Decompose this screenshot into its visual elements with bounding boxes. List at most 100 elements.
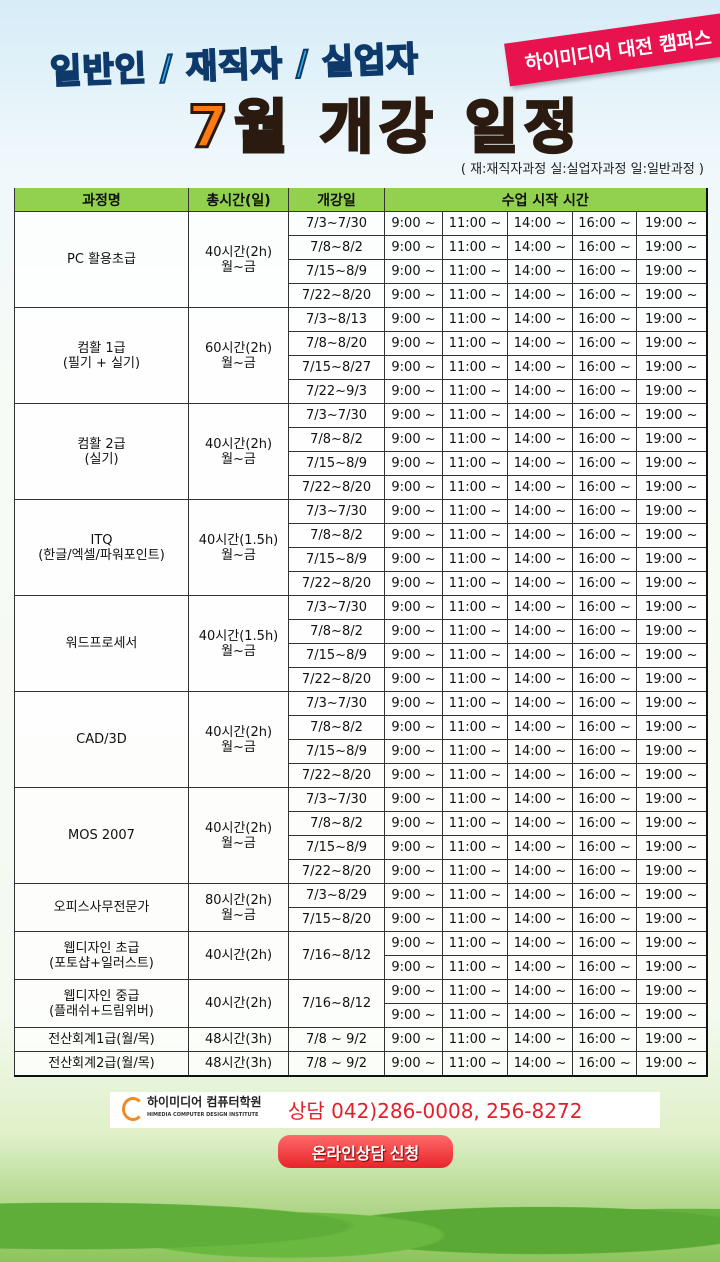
class-time-cell: 9:00 ~ xyxy=(384,739,443,764)
class-time-cell: 9:00 ~ xyxy=(384,643,443,668)
table-row: MOS 2007 40시간(2h) 월~금 7/3~7/30 9:00 ~11:00 ~… xyxy=(14,787,708,884)
schedule-body: PC 활용초급 40시간(2h) 월~금 7/3~7/30 9:00 ~11:00 ~1… xyxy=(14,211,708,1077)
class-time-cell: 9:00 ~ xyxy=(384,595,443,620)
start-date-cell: 7/15~8/9 xyxy=(288,643,385,668)
page-title: 7월 개강 일정 xyxy=(187,92,584,163)
online-consult-button[interactable]: 온라인상담 신청 xyxy=(278,1135,453,1168)
class-time-cell: 11:00 ~ xyxy=(442,571,508,596)
course-hours-cell: 40시간(2h) xyxy=(188,979,289,1028)
table-row: 7/8~8/2 9:00 ~11:00 ~14:00 ~16:00 ~19:00 … xyxy=(15,235,708,260)
class-time-cell: 16:00 ~ xyxy=(572,715,637,740)
table-row: 7/15~8/9 9:00 ~11:00 ~14:00 ~16:00 ~19:00… xyxy=(15,739,708,764)
class-time-cell: 14:00 ~ xyxy=(507,835,573,860)
course-hours-line: 40시간(2h) xyxy=(204,244,273,260)
class-time-cell: 11:00 ~ xyxy=(442,523,508,548)
campus-ribbon: 하이미디어 대전 캠퍼스 xyxy=(504,12,720,87)
table-header-row: 과정명 총시간(일) 개강일 수업 시작 시간 xyxy=(14,188,707,212)
course-hours-line: 월~금 xyxy=(221,259,256,275)
class-time-cell: 11:00 ~ xyxy=(442,811,508,836)
class-time-cell: 14:00 ~ xyxy=(507,1027,573,1052)
class-time-cell: 9:00 ~ xyxy=(384,763,443,788)
class-time-cell: 19:00 ~ xyxy=(635,427,708,452)
class-time-cell: 14:00 ~ xyxy=(507,547,573,572)
class-time-cell: 11:00 ~ xyxy=(442,379,508,404)
consult-phone: 상담 042)286-0008, 256-8272 xyxy=(288,1099,583,1123)
header-start-date: 개강일 xyxy=(288,188,385,212)
class-time-cell: 11:00 ~ xyxy=(442,403,508,428)
class-time-cell: 16:00 ~ xyxy=(572,307,637,332)
class-time-cell: 19:00 ~ xyxy=(635,379,708,404)
start-date-cell: 7/8~8/2 xyxy=(288,523,385,548)
course-name-cell: 워드프로세서 xyxy=(14,595,189,692)
course-name-line: 컴활 2급 xyxy=(77,436,126,452)
class-time-cell: 14:00 ~ xyxy=(507,667,573,692)
course-hours-line: 월~금 xyxy=(221,739,256,755)
course-name-line: (포토샵+일러스트) xyxy=(49,955,154,971)
start-date-cell: 7/15~8/9 xyxy=(288,547,385,572)
class-time-cell: 9:00 ~ xyxy=(384,787,443,812)
class-time-cell: 9:00 ~ xyxy=(384,931,443,956)
course-hours-cell: 60시간(2h) 월~금 xyxy=(188,307,289,404)
class-time-cell: 11:00 ~ xyxy=(442,835,508,860)
class-time-cell: 19:00 ~ xyxy=(635,835,708,860)
course-hours-line: 월~금 xyxy=(221,907,256,923)
table-row: ITQ (한글/엑셀/파워포인트) 40시간(1.5h) 월~금 7/3~7/30 9:0… xyxy=(14,499,708,596)
class-time-cell: 9:00 ~ xyxy=(384,403,443,428)
table-row: 웹디자인 초급 (포토샵+일러스트) 40시간(2h) 7/16~8/12 9:00 ~… xyxy=(14,931,708,980)
course-name-line: (실기) xyxy=(84,451,119,467)
course-hours-cell: 40시간(2h) 월~금 xyxy=(188,211,289,308)
class-time-cell: 16:00 ~ xyxy=(572,355,637,380)
class-time-cell: 14:00 ~ xyxy=(507,619,573,644)
course-name-line: (한글/엑셀/파워포인트) xyxy=(38,547,165,563)
class-time-cell: 16:00 ~ xyxy=(572,1027,637,1052)
start-date-cell: 7/3~8/13 xyxy=(288,307,385,332)
class-time-cell: 14:00 ~ xyxy=(507,427,573,452)
class-time-cell: 11:00 ~ xyxy=(442,1051,508,1077)
course-hours-line: 월~금 xyxy=(221,451,256,467)
class-time-cell: 19:00 ~ xyxy=(635,763,708,788)
course-name-cell: MOS 2007 xyxy=(14,787,189,884)
table-row: 7/15~8/9 9:00 ~11:00 ~14:00 ~16:00 ~19:00… xyxy=(15,643,708,668)
class-time-cell: 9:00 ~ xyxy=(384,235,443,260)
class-time-cell: 9:00 ~ xyxy=(384,1051,443,1077)
table-row: 9:00 ~11:00 ~14:00 ~16:00 ~19:00 ~ xyxy=(15,955,708,980)
class-time-cell: 11:00 ~ xyxy=(442,499,508,524)
course-name-line: CAD/3D xyxy=(76,732,127,747)
course-name-line: (필기 + 실기) xyxy=(62,355,141,371)
class-time-cell: 19:00 ~ xyxy=(635,955,708,980)
course-name-cell: 컴활 1급 (필기 + 실기) xyxy=(14,307,189,404)
table-row: 7/22~8/20 9:00 ~11:00 ~14:00 ~16:00 ~19:0… xyxy=(15,571,708,596)
course-name-cell: ITQ (한글/엑셀/파워포인트) xyxy=(14,499,189,596)
class-time-cell: 9:00 ~ xyxy=(384,331,443,356)
class-time-cell: 14:00 ~ xyxy=(507,859,573,884)
class-time-cell: 11:00 ~ xyxy=(442,1003,508,1028)
logo-name: 하이미디어 컴퓨터학원 xyxy=(147,1095,262,1109)
class-time-cell: 16:00 ~ xyxy=(572,643,637,668)
start-date-cell: 7/22~8/20 xyxy=(288,571,385,596)
course-hours-cell: 40시간(1.5h) 월~금 xyxy=(188,499,289,596)
course-hours-line: 월~금 xyxy=(221,355,256,371)
start-date-cell: 7/8~8/20 xyxy=(288,331,385,356)
class-time-cell: 16:00 ~ xyxy=(572,907,637,932)
class-time-cell: 14:00 ~ xyxy=(507,307,573,332)
class-time-cell: 14:00 ~ xyxy=(507,715,573,740)
course-name-line: (플래쉬+드림위버) xyxy=(49,1003,154,1019)
class-time-cell: 14:00 ~ xyxy=(507,883,573,908)
class-time-cell: 9:00 ~ xyxy=(384,451,443,476)
class-time-cell: 14:00 ~ xyxy=(507,499,573,524)
start-date-cell: 7/3~7/30 xyxy=(288,403,385,428)
course-hours-cell: 40시간(2h) 월~금 xyxy=(188,691,289,788)
start-date-cell: 7/8 ~ 9/2 xyxy=(288,1027,385,1052)
course-name-cell: 전산회계1급(월/목) xyxy=(14,1027,189,1052)
course-name-cell: 컴활 2급 (실기) xyxy=(14,403,189,500)
class-time-cell: 11:00 ~ xyxy=(442,619,508,644)
course-name-line: 전산회계2급(월/목) xyxy=(48,1056,155,1071)
class-time-cell: 11:00 ~ xyxy=(442,259,508,284)
class-time-cell: 14:00 ~ xyxy=(507,1003,573,1028)
course-hours-cell: 48시간(3h) xyxy=(188,1051,289,1077)
class-time-cell: 11:00 ~ xyxy=(442,763,508,788)
course-hours-line: 48시간(3h) xyxy=(204,1032,273,1047)
table-row: 7/22~8/20 9:00 ~11:00 ~14:00 ~16:00 ~19:0… xyxy=(15,475,708,500)
course-name-cell: 웹디자인 중급 (플래쉬+드림위버) xyxy=(14,979,189,1028)
class-time-cell: 9:00 ~ xyxy=(384,835,443,860)
